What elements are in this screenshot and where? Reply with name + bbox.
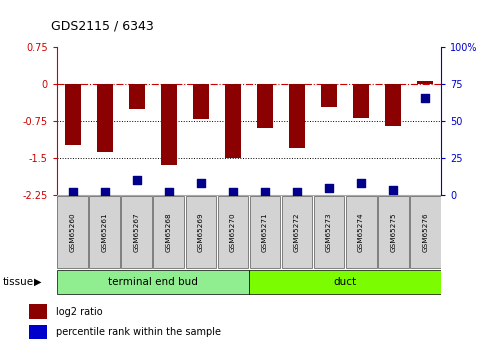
Point [229, 189, 237, 195]
FancyBboxPatch shape [121, 196, 152, 268]
Bar [161, 84, 177, 165]
Text: tissue: tissue [2, 277, 34, 287]
Text: ▶: ▶ [34, 277, 41, 287]
FancyBboxPatch shape [378, 196, 409, 268]
Bar [385, 84, 401, 126]
Text: GSM65272: GSM65272 [294, 212, 300, 252]
Text: GSM65269: GSM65269 [198, 212, 204, 252]
FancyBboxPatch shape [410, 196, 441, 268]
Text: GDS2115 / 6343: GDS2115 / 6343 [51, 20, 154, 33]
Text: GSM65276: GSM65276 [422, 212, 428, 252]
Bar [193, 84, 209, 119]
Text: GSM65267: GSM65267 [134, 212, 140, 252]
Point [357, 180, 365, 186]
Text: GSM65268: GSM65268 [166, 212, 172, 252]
Point [325, 185, 333, 190]
Bar [225, 84, 241, 158]
Point [101, 189, 108, 195]
FancyBboxPatch shape [185, 196, 216, 268]
Text: GSM65261: GSM65261 [102, 212, 108, 252]
FancyBboxPatch shape [249, 196, 281, 268]
Point [133, 177, 141, 183]
Bar [417, 81, 433, 84]
Point [389, 188, 397, 193]
Point [197, 180, 205, 186]
Point [165, 189, 173, 195]
Text: GSM65260: GSM65260 [70, 212, 76, 252]
Point [69, 189, 77, 195]
Bar [29, 304, 47, 319]
Bar [289, 84, 305, 148]
Point [421, 96, 429, 101]
Point [293, 189, 301, 195]
FancyBboxPatch shape [57, 270, 249, 295]
Bar [353, 84, 369, 118]
Text: GSM65275: GSM65275 [390, 212, 396, 252]
Text: duct: duct [334, 277, 356, 287]
FancyBboxPatch shape [346, 196, 377, 268]
Text: GSM65274: GSM65274 [358, 212, 364, 252]
Text: GSM65273: GSM65273 [326, 212, 332, 252]
Bar [29, 325, 47, 339]
FancyBboxPatch shape [57, 196, 88, 268]
Text: terminal end bud: terminal end bud [108, 277, 198, 287]
Bar [257, 84, 273, 128]
Text: percentile rank within the sample: percentile rank within the sample [56, 327, 221, 337]
Text: log2 ratio: log2 ratio [56, 307, 103, 317]
Bar [129, 84, 145, 109]
Text: GSM65271: GSM65271 [262, 212, 268, 252]
Bar [65, 84, 81, 146]
Bar [321, 84, 337, 107]
FancyBboxPatch shape [314, 196, 345, 268]
FancyBboxPatch shape [282, 196, 313, 268]
FancyBboxPatch shape [153, 196, 184, 268]
FancyBboxPatch shape [249, 270, 441, 295]
Text: GSM65270: GSM65270 [230, 212, 236, 252]
FancyBboxPatch shape [89, 196, 120, 268]
Bar [97, 84, 113, 152]
FancyBboxPatch shape [217, 196, 248, 268]
Point [261, 189, 269, 195]
